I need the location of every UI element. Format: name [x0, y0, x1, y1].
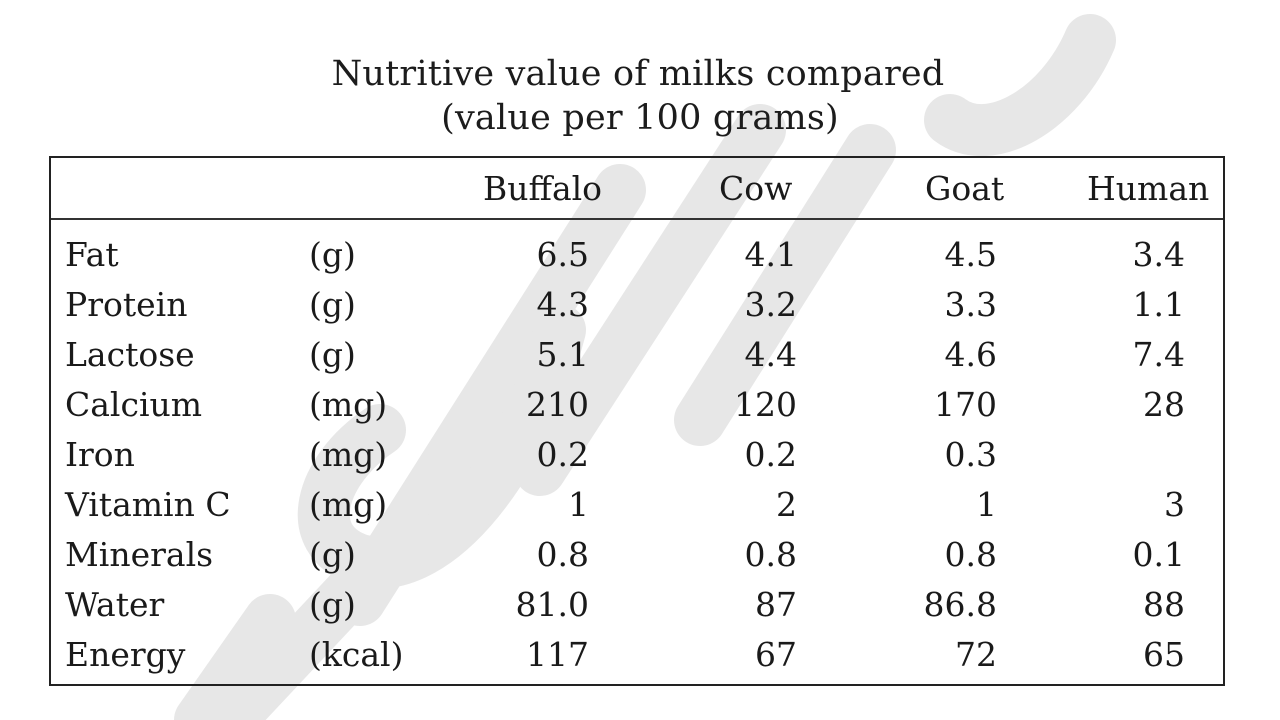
- table-row: Water (g) 81.0 87 86.8 88: [51, 580, 1223, 630]
- nutrient-name: Minerals: [65, 535, 214, 574]
- value-buffalo: 0.2: [536, 435, 589, 474]
- nutrient-unit: (mg): [309, 435, 388, 474]
- nutrient-unit: (kcal): [309, 635, 404, 674]
- table-row: Energy (kcal) 117 67 72 65: [51, 630, 1223, 680]
- nutrition-table: Buffalo Cow Goat Human Fat (g) 6.5 4.1 4…: [49, 156, 1225, 686]
- table-header-row: Buffalo Cow Goat Human: [51, 158, 1223, 220]
- value-human: 3.4: [1132, 235, 1185, 274]
- value-buffalo: 6.5: [536, 235, 589, 274]
- value-buffalo: 4.3: [536, 285, 589, 324]
- table-row: Lactose (g) 5.1 4.4 4.6 7.4: [51, 330, 1223, 380]
- table-row: Minerals (g) 0.8 0.8 0.8 0.1: [51, 530, 1223, 580]
- value-goat: 0.3: [944, 435, 997, 474]
- value-goat: 0.8: [944, 535, 997, 574]
- nutrient-name: Iron: [65, 435, 135, 474]
- nutrient-unit: (mg): [309, 385, 388, 424]
- value-cow: 3.2: [744, 285, 797, 324]
- value-human: 7.4: [1132, 335, 1185, 374]
- value-cow: 87: [755, 585, 797, 624]
- value-human: 3: [1164, 485, 1185, 524]
- value-goat: 4.6: [944, 335, 997, 374]
- nutrient-unit: (g): [309, 535, 356, 574]
- nutrient-name: Vitamin C: [65, 485, 231, 524]
- nutrient-unit: (g): [309, 235, 356, 274]
- nutrient-name: Energy: [65, 635, 186, 674]
- table-row: Calcium (mg) 210 120 170 28: [51, 380, 1223, 430]
- value-buffalo: 117: [526, 635, 589, 674]
- table-row: Fat (g) 6.5 4.1 4.5 3.4: [51, 230, 1223, 280]
- value-buffalo: 0.8: [536, 535, 589, 574]
- value-goat: 170: [934, 385, 997, 424]
- table-row: Vitamin C (mg) 1 2 1 3: [51, 480, 1223, 530]
- value-cow: 120: [734, 385, 797, 424]
- value-goat: 4.5: [944, 235, 997, 274]
- value-cow: 0.2: [744, 435, 797, 474]
- column-header-buffalo: Buffalo: [483, 169, 603, 208]
- table-row: Iron (mg) 0.2 0.2 0.3: [51, 430, 1223, 480]
- nutrient-name: Water: [65, 585, 165, 624]
- value-human: 0.1: [1132, 535, 1185, 574]
- table-title: Nutritive value of milks compared: [331, 54, 945, 94]
- table-row: Protein (g) 4.3 3.2 3.3 1.1: [51, 280, 1223, 330]
- table-subtitle: (value per 100 grams): [441, 98, 839, 138]
- value-human: 1.1: [1132, 285, 1185, 324]
- value-goat: 86.8: [923, 585, 997, 624]
- nutrient-name: Fat: [65, 235, 119, 274]
- value-buffalo: 210: [526, 385, 589, 424]
- nutrient-name: Protein: [65, 285, 188, 324]
- value-goat: 72: [955, 635, 997, 674]
- nutrient-unit: (g): [309, 285, 356, 324]
- column-header-goat: Goat: [925, 169, 1005, 208]
- nutrient-unit: (g): [309, 335, 356, 374]
- value-cow: 0.8: [744, 535, 797, 574]
- value-cow: 2: [776, 485, 797, 524]
- value-cow: 4.4: [744, 335, 797, 374]
- value-human: 88: [1143, 585, 1185, 624]
- value-buffalo: 5.1: [536, 335, 589, 374]
- value-buffalo: 1: [568, 485, 589, 524]
- nutrient-unit: (mg): [309, 485, 388, 524]
- value-goat: 3.3: [944, 285, 997, 324]
- value-human: 65: [1143, 635, 1185, 674]
- nutrient-name: Calcium: [65, 385, 203, 424]
- value-human: 28: [1143, 385, 1185, 424]
- value-cow: 67: [755, 635, 797, 674]
- column-header-human: Human: [1087, 169, 1210, 208]
- column-header-cow: Cow: [719, 169, 793, 208]
- value-cow: 4.1: [744, 235, 797, 274]
- value-buffalo: 81.0: [515, 585, 589, 624]
- value-goat: 1: [976, 485, 997, 524]
- nutrient-unit: (g): [309, 585, 356, 624]
- nutrient-name: Lactose: [65, 335, 195, 374]
